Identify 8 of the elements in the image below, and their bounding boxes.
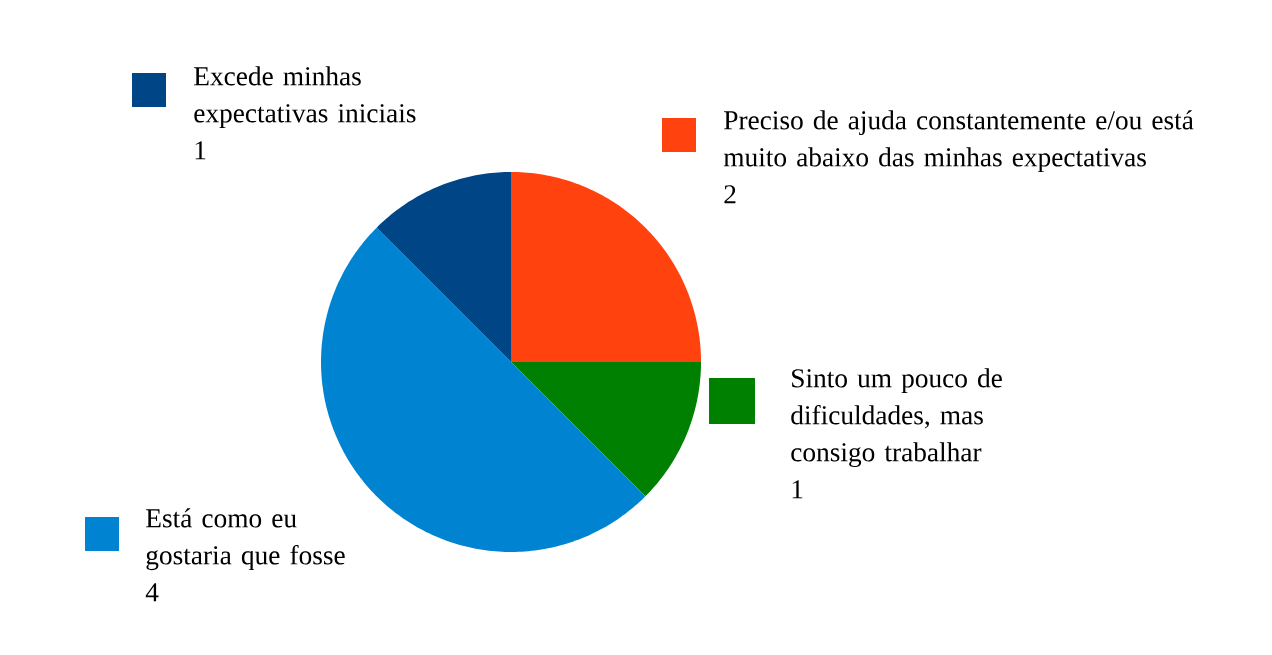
legend-label: Excede minhas expectativas iniciais (194, 66, 416, 129)
legend-label: Está como eu gostaria que fosse (146, 508, 345, 571)
data-label: 4 (145, 583, 159, 602)
legend-label: Sinto um pouco de dificuldades, mas consigo trabalhar (791, 368, 1002, 468)
data-label: 2 (724, 185, 736, 204)
data-label: 1 (792, 480, 803, 499)
legend-label: Preciso de ajuda constantemente e/ou está muito abaixo das minhas expectativas (723, 110, 1194, 173)
data-label: 1 (195, 141, 206, 160)
